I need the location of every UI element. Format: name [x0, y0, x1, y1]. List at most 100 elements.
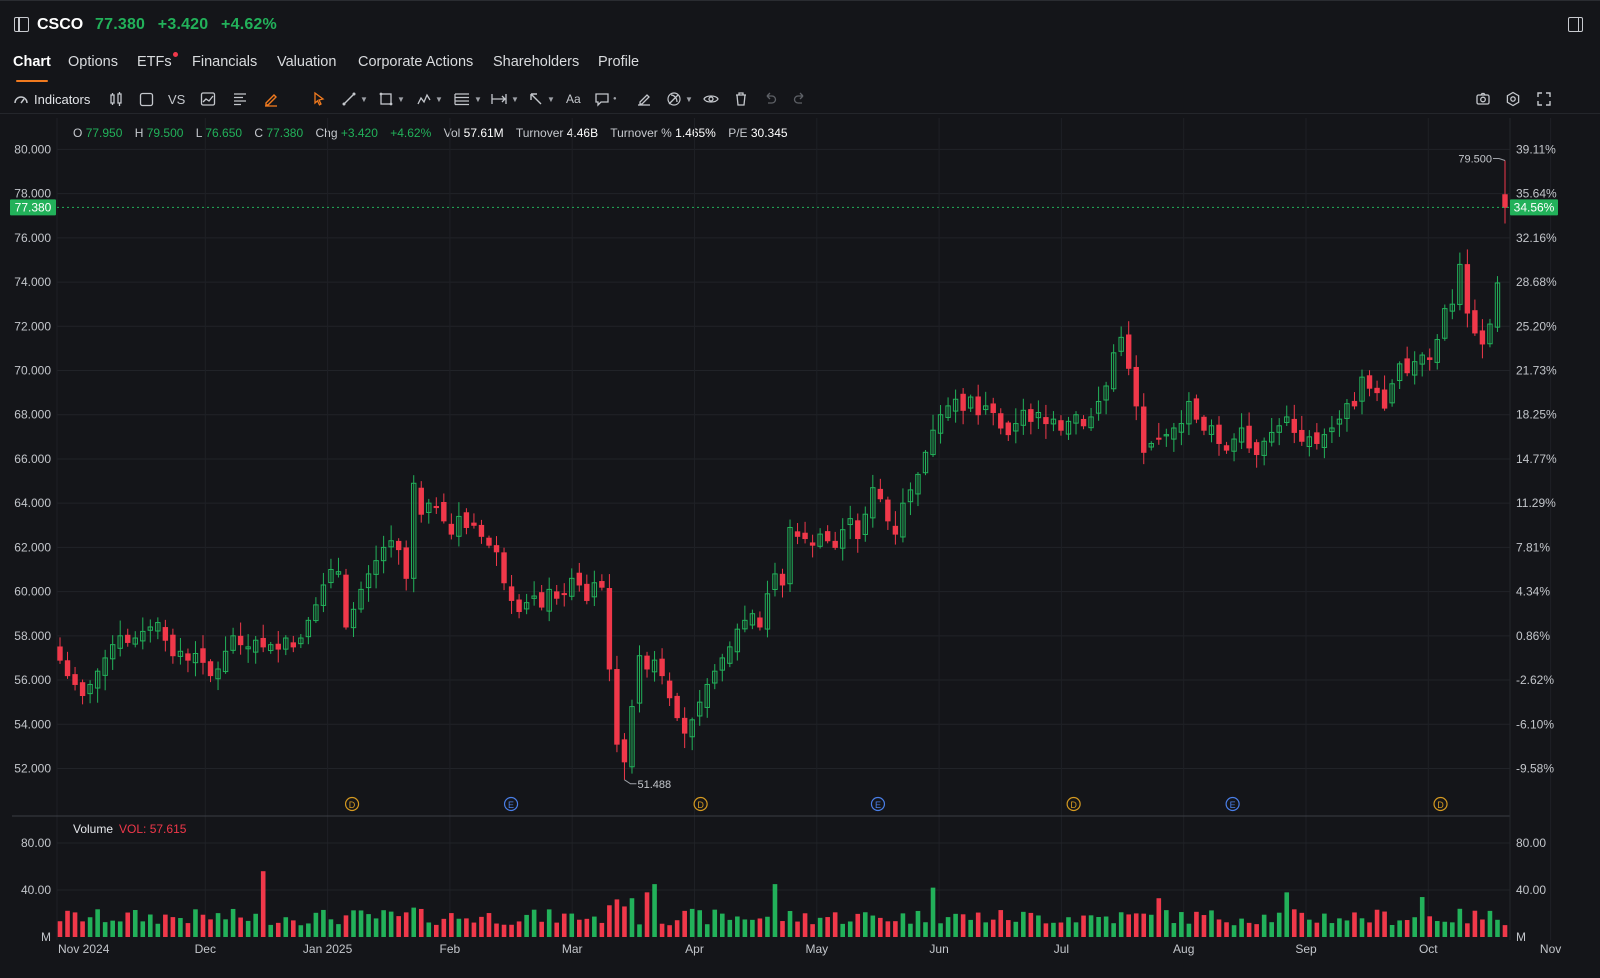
text-tool-button[interactable]: Aa — [566, 92, 581, 106]
x-tick-label: Dec — [195, 942, 216, 956]
volume-bar — [908, 923, 913, 937]
percent-tick-label: 25.20% — [1516, 319, 1557, 333]
trendline-icon[interactable]: ▼ — [341, 90, 368, 108]
volume-bar — [689, 908, 695, 937]
candle-body — [207, 661, 214, 677]
volume-bar — [592, 916, 597, 937]
tab-financials[interactable]: Financials — [192, 54, 258, 70]
panel-toggle-icon[interactable] — [1568, 17, 1583, 32]
tab-etfs[interactable]: ETFs — [137, 52, 178, 70]
volume-bar — [253, 913, 258, 937]
candle-body — [636, 655, 643, 704]
volume-bar — [840, 923, 846, 937]
chart-grid — [56, 118, 1552, 940]
event-marker-letter: D — [1070, 800, 1077, 810]
tab-profile[interactable]: Profile — [598, 54, 640, 70]
tab-chart[interactable]: Chart — [13, 54, 51, 82]
volume-tick-label-right: 80.00 — [1516, 836, 1546, 850]
price-change-pct: +4.62% — [221, 16, 277, 33]
volume-bar — [998, 910, 1004, 937]
tab-shareholders[interactable]: Shareholders — [493, 54, 580, 70]
template-icon[interactable] — [232, 90, 248, 108]
volume-bar — [1382, 911, 1387, 937]
volume-bar — [163, 914, 168, 937]
eraser-icon[interactable] — [636, 90, 652, 108]
volume-bar — [132, 910, 138, 937]
candle-body — [757, 617, 763, 628]
volume-legend-label: Volume — [73, 822, 114, 836]
volume-bar — [268, 924, 274, 937]
sidebar-toggle-icon[interactable] — [14, 17, 29, 32]
undo-icon[interactable] — [762, 90, 778, 108]
candle-body — [1246, 425, 1252, 449]
turnover-pct-value: 1.465% — [675, 126, 716, 140]
candle-body — [448, 523, 455, 535]
candle-body — [877, 488, 884, 500]
candle-body — [606, 588, 613, 670]
measure-icon[interactable]: ▼ — [490, 90, 519, 108]
candle-body — [787, 526, 793, 585]
volume-legend-value: VOL: 57.615 — [119, 822, 187, 836]
shape-icon[interactable]: ▼ — [378, 90, 405, 108]
tab-corporate-actions[interactable]: Corporate Actions — [358, 54, 474, 70]
tab-valuation[interactable]: Valuation — [277, 54, 337, 70]
cursor-icon[interactable] — [312, 90, 326, 108]
candle-body — [742, 619, 748, 630]
candle-body — [967, 396, 974, 409]
volume-bar — [449, 913, 454, 937]
arrow-icon[interactable]: ▼ — [528, 90, 555, 108]
candle-body — [1284, 416, 1290, 424]
trash-icon[interactable] — [733, 90, 749, 108]
price-tick-label: 52.000 — [14, 761, 51, 775]
x-tick-label: Aug — [1173, 942, 1194, 956]
volume-bar — [1043, 923, 1049, 937]
x-tick-label: Jun — [929, 942, 948, 956]
compare-button[interactable]: VS — [168, 91, 186, 107]
indicators-button[interactable]: Indicators — [13, 90, 90, 108]
draw-pen-icon[interactable] — [263, 90, 279, 108]
last-price-tag — [10, 199, 56, 216]
candles-icon[interactable] — [108, 90, 124, 108]
volume-bar — [1487, 910, 1493, 937]
volume-bar — [1224, 922, 1229, 937]
candle-body — [87, 683, 93, 695]
chart-type-icon[interactable] — [200, 90, 216, 108]
volume-bar — [539, 921, 544, 937]
volume-bar — [223, 919, 228, 937]
redo-icon[interactable] — [792, 90, 808, 108]
volume-bar — [1036, 915, 1041, 937]
volume-legend: Volume VOL: 57.615 — [73, 822, 186, 836]
volume-bar — [102, 922, 108, 937]
layout-icon[interactable] — [139, 90, 154, 108]
camera-icon[interactable] — [1475, 90, 1491, 108]
volume-bar — [1103, 916, 1109, 937]
magic-draw-icon[interactable]: ▼ — [666, 90, 693, 108]
tab-options[interactable]: Options — [68, 54, 118, 70]
pattern-icon[interactable]: ▼ — [416, 90, 443, 108]
volume-bar — [990, 919, 996, 937]
candle-body — [952, 398, 959, 412]
visibility-eye-icon[interactable] — [703, 90, 719, 108]
candle-body — [426, 502, 432, 513]
candle-body — [1306, 436, 1313, 448]
candle-body — [523, 602, 530, 610]
candle-body — [275, 643, 281, 650]
volume-bar — [719, 913, 725, 937]
candle-body — [237, 635, 244, 646]
settings-gear-icon[interactable] — [1505, 90, 1521, 108]
volume-bar — [366, 914, 371, 937]
candle-body — [1419, 354, 1425, 365]
candle-body — [192, 653, 199, 664]
candle-body — [779, 573, 786, 586]
fibonacci-icon[interactable]: ▼ — [453, 90, 482, 108]
ticker-symbol: CSCO — [37, 16, 84, 33]
volume-bar — [396, 916, 401, 937]
volume-bar — [1344, 920, 1350, 937]
comment-icon[interactable]: ● — [594, 90, 617, 108]
volume-bar — [546, 909, 552, 937]
candle-body — [1088, 416, 1094, 429]
candle-body — [290, 642, 297, 648]
volume-bar — [1276, 912, 1282, 937]
fullscreen-icon[interactable] — [1536, 90, 1552, 108]
